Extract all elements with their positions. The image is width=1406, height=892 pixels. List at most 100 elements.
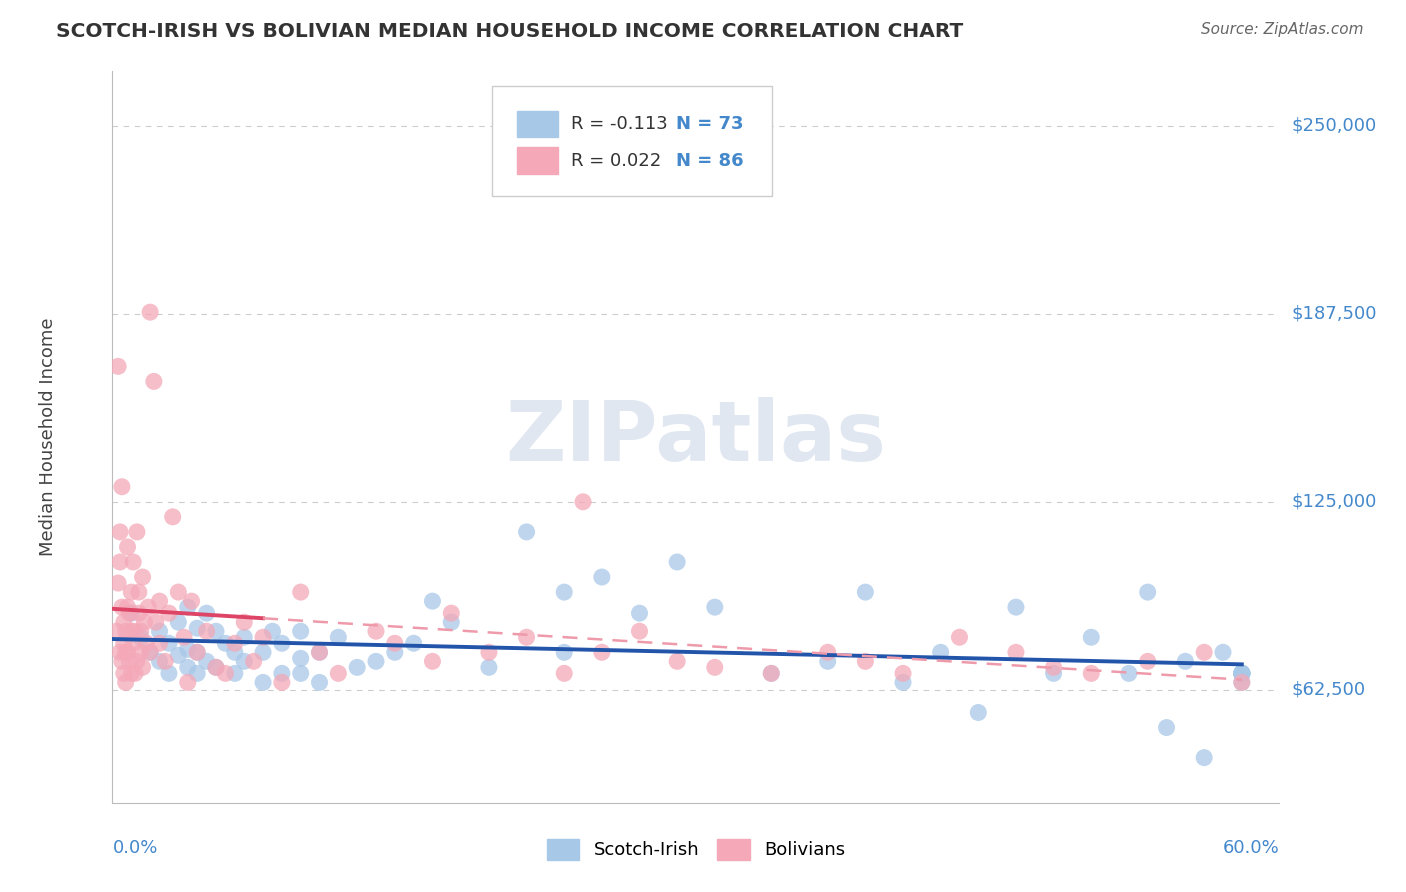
Point [761,666,783,681]
Point [224,636,246,650]
Point [553,585,575,599]
Text: R = -0.113: R = -0.113 [571,115,668,133]
Point [108,555,131,569]
Point [553,645,575,659]
Point [440,606,463,620]
Point [120,585,142,599]
Point [108,524,131,539]
Point [139,305,162,319]
Point [666,555,689,569]
Point [948,630,970,644]
Point [131,570,153,584]
Point [1042,660,1064,674]
Point [1156,721,1178,735]
Point [628,606,651,620]
Point [145,615,167,630]
Point [967,706,990,720]
Point [308,645,330,659]
Point [167,585,190,599]
Point [891,666,914,681]
Point [148,654,170,668]
Point [1212,645,1234,659]
Point [167,615,190,630]
Point [135,636,157,650]
Point [1230,666,1253,681]
Point [1230,666,1253,681]
Point [195,606,218,620]
Text: Source: ZipAtlas.com: Source: ZipAtlas.com [1201,22,1364,37]
Point [384,636,406,650]
Point [516,630,538,644]
Point [384,645,406,659]
Point [290,666,312,681]
Point [173,630,195,644]
Point [157,606,180,620]
Point [1042,666,1064,681]
Point [107,576,129,591]
Point [364,654,387,668]
Point [290,624,312,639]
Text: $187,500: $187,500 [1291,305,1376,323]
Point [1230,666,1253,681]
Text: 60.0%: 60.0% [1223,838,1279,857]
Point [129,624,152,639]
Point [112,615,135,630]
Point [328,630,350,644]
Point [252,630,274,644]
Point [136,600,159,615]
Point [242,654,264,668]
Point [131,660,153,674]
Point [122,555,145,569]
Point [1230,675,1253,690]
Point [402,636,425,650]
Point [139,645,162,659]
Point [1005,645,1028,659]
Point [308,675,330,690]
Point [186,666,208,681]
Point [1230,666,1253,681]
Point [233,615,256,630]
Point [290,585,312,599]
Point [1230,666,1253,681]
Point [125,654,148,668]
Point [516,524,538,539]
Point [1080,630,1102,644]
Point [157,666,180,681]
Point [205,660,228,674]
Point [117,540,139,554]
Point [114,624,136,639]
Point [1136,654,1159,668]
Point [157,636,180,650]
Point [440,615,463,630]
Point [153,654,176,668]
Point [128,606,150,620]
Point [817,645,839,659]
Point [111,654,134,668]
Point [134,615,156,630]
Point [129,630,152,644]
Point [591,645,613,659]
Point [111,600,134,615]
Point [1192,750,1215,764]
Point [262,624,284,639]
Point [124,624,146,639]
Point [124,666,146,681]
Point [233,654,256,668]
Point [666,654,689,668]
Point [1136,585,1159,599]
Point [478,645,501,659]
Point [120,606,142,620]
Point [252,645,274,659]
Point [1174,654,1197,668]
Point [853,654,876,668]
Point [252,675,274,690]
Point [177,675,200,690]
Text: Median Household Income: Median Household Income [39,318,58,557]
Point [572,495,595,509]
Point [112,666,135,681]
Point [114,675,136,690]
Text: N = 73: N = 73 [676,115,744,133]
Point [422,654,444,668]
Point [1230,666,1253,681]
Point [105,624,128,639]
